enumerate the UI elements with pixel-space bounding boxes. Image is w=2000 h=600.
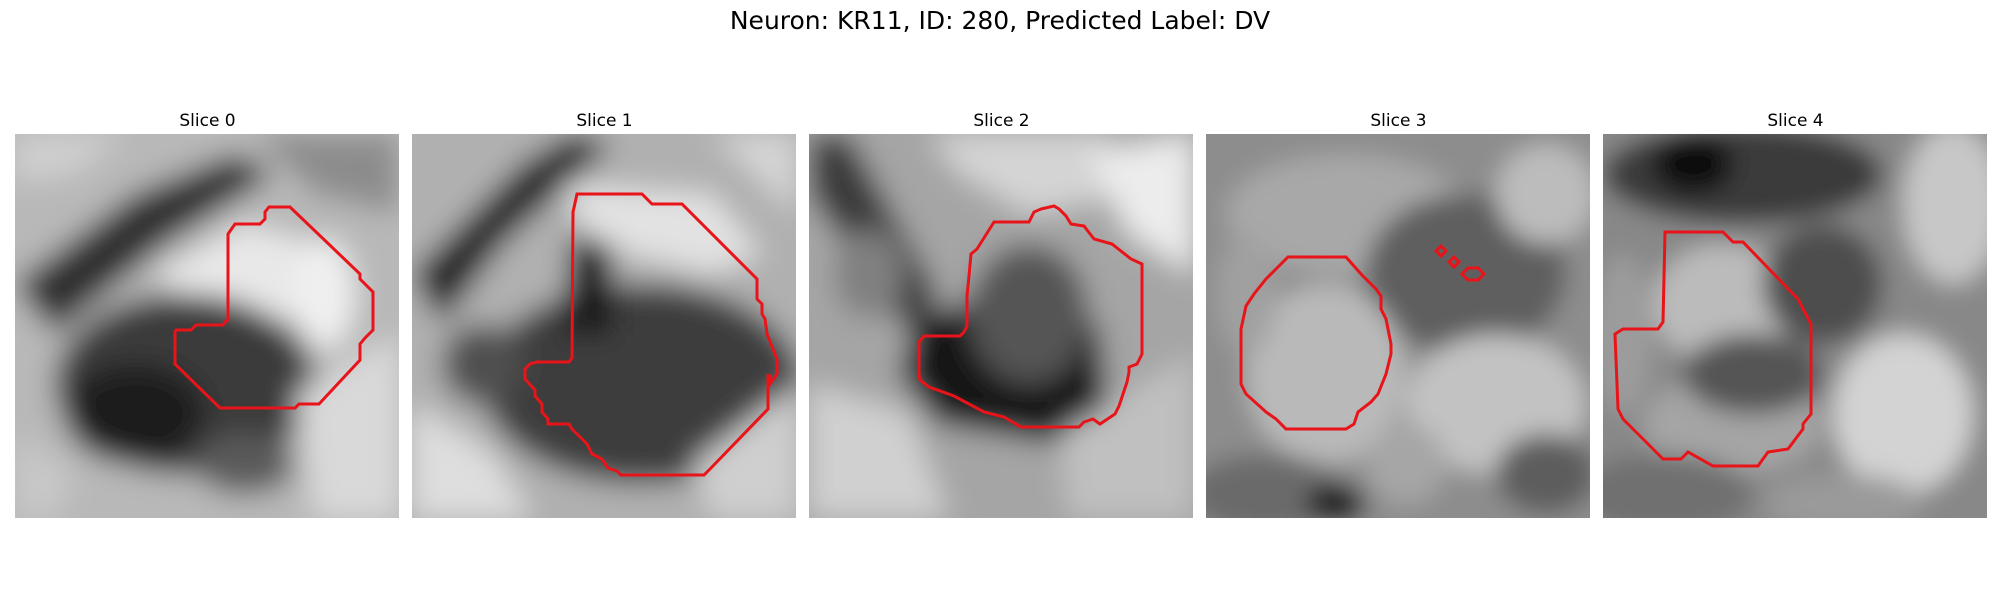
tissue-texture [1206,134,1590,518]
slice-panel-3: Slice 3 [1206,108,1591,518]
segmentation-contour [173,205,375,410]
slice-image-3 [1206,134,1590,518]
segmentation-contour-fragment [1459,266,1487,282]
slice-image-0 [15,134,399,518]
slice-image-1 [412,134,796,518]
slice-title-2: Slice 2 [973,111,1030,131]
slice-panel-4: Slice 4 [1603,108,1988,518]
segmentation-contour [1239,255,1393,431]
tissue-texture [412,134,796,518]
segmentation-contour [523,192,779,477]
slice-title-4: Slice 4 [1767,111,1824,131]
tissue-texture [809,134,1193,518]
segmentation-contour-fragment [1446,254,1462,270]
segmentation-contour [1613,230,1813,468]
slice-image-4 [1603,134,1987,518]
segmentation-contour-fragment [1433,243,1449,259]
slice-panel-0: Slice 0 [15,108,400,518]
slice-panel-2: Slice 2 [809,108,1194,518]
slice-image-2 [809,134,1193,518]
slice-title-3: Slice 3 [1370,111,1427,131]
figure-title: Neuron: KR11, ID: 280, Predicted Label: … [729,6,1271,35]
tissue-texture [1603,134,1987,518]
slice-panel-1: Slice 1 [412,108,797,518]
slice-title-0: Slice 0 [179,111,236,131]
slice-title-1: Slice 1 [576,111,633,131]
segmentation-contour [917,204,1144,429]
